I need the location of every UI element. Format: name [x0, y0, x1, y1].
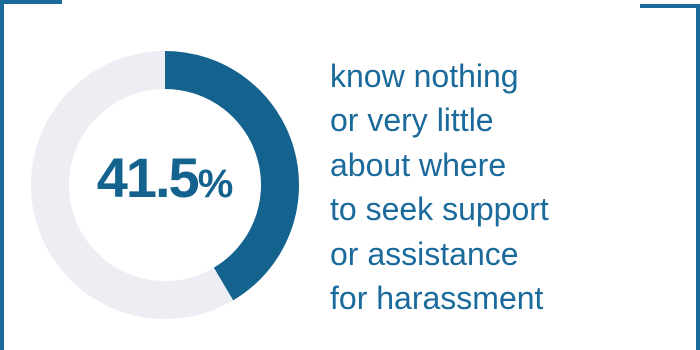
caption-line-1: know nothing	[330, 58, 519, 94]
donut-chart	[31, 51, 299, 319]
percentage-unit: %	[197, 162, 234, 206]
statistic-caption: know nothing or very little about where …	[330, 54, 680, 320]
donut-slice-value	[164, 51, 299, 301]
frame-top-left-line	[0, 0, 62, 4]
donut-slice-remainder	[31, 51, 234, 319]
caption-line-6: for harassment	[330, 280, 544, 317]
donut-center-value: 41.5%	[30, 150, 300, 206]
frame-top-right-line	[640, 4, 700, 8]
caption-line-3: about where	[330, 146, 507, 183]
frame-right-line	[696, 4, 700, 350]
caption-line-2: or very little	[330, 102, 494, 139]
percentage-value: 41.5	[96, 146, 200, 209]
caption-line-5: or assistance	[330, 235, 519, 272]
caption-line-4: to seek support	[330, 191, 549, 228]
frame-left-line	[0, 0, 4, 350]
